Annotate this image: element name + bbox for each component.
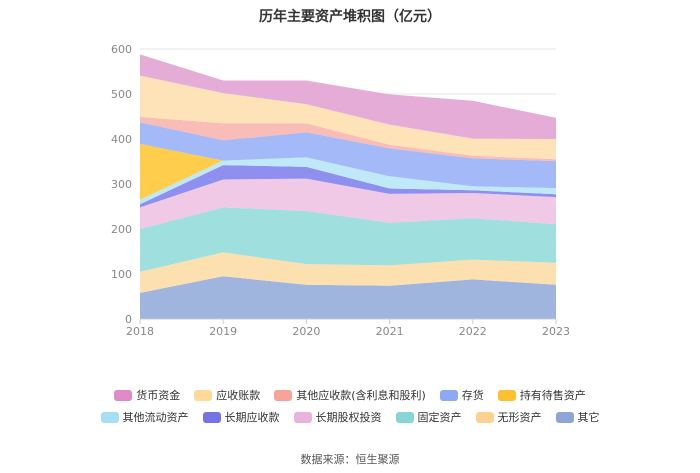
x-tick-label: 2023 <box>542 325 570 338</box>
y-tick-label: 0 <box>125 313 132 326</box>
legend-label: 其它 <box>577 411 600 424</box>
legend-row-2: 其他流动资产 长期应收款 长期股权投资 固定资产 无形资产 其它 <box>0 409 700 425</box>
legend-row-1: 货币资金 应收账款 其他应收款(含利息和股利) 存货 持有待售资产 <box>0 387 700 403</box>
x-tick-label: 2020 <box>292 325 320 338</box>
y-tick-label: 200 <box>111 223 132 236</box>
area-series <box>140 54 556 319</box>
y-tick-label: 400 <box>111 133 132 146</box>
legend-swatch <box>114 389 133 401</box>
legend-item[interactable]: 固定资产 <box>395 409 462 425</box>
stacked-area-chart: 0 100 200 300 400 500 600 2018 2019 2020 2021 2022 2… <box>111 43 570 338</box>
y-tick-label: 500 <box>111 88 132 101</box>
y-tick-label: 300 <box>111 178 132 191</box>
area-1[interactable] <box>140 276 556 319</box>
legend-item[interactable]: 存货 <box>439 387 484 403</box>
legend-item[interactable]: 其它 <box>555 409 600 425</box>
area-2[interactable] <box>140 252 556 293</box>
area-9[interactable] <box>140 116 556 162</box>
data-source: 数据来源：恒生聚源 <box>300 453 400 466</box>
legend-label: 长期股权投资 <box>315 411 382 424</box>
legend-swatch <box>475 411 494 423</box>
area-3[interactable] <box>140 207 556 272</box>
legend-item[interactable]: 其他应收款(含利息和股利) <box>274 387 426 403</box>
legend-item[interactable]: 无形资产 <box>475 409 542 425</box>
x-tick-label: 2021 <box>376 325 404 338</box>
legend-label: 其他应收款(含利息和股利) <box>296 389 426 402</box>
axes: 0 100 200 300 400 500 600 2018 2019 2020 2021 2022 2… <box>111 43 570 338</box>
legend-swatch <box>194 389 213 401</box>
legend-swatch <box>202 411 221 423</box>
area-8[interactable] <box>140 122 556 189</box>
legend-item[interactable]: 长期应收款 <box>202 409 280 425</box>
legend-label: 固定资产 <box>417 411 462 424</box>
legend-item[interactable]: 应收账款 <box>194 387 260 403</box>
area-10[interactable] <box>140 75 556 160</box>
legend-swatch <box>293 411 312 423</box>
legend-label: 其他流动资产 <box>122 411 189 424</box>
legend-label: 持有待售资产 <box>519 389 586 402</box>
legend-swatch <box>395 411 414 423</box>
legend-label: 存货 <box>461 389 484 402</box>
legend-swatch <box>497 389 516 401</box>
legend-label: 货币资金 <box>136 389 181 402</box>
legend-swatch <box>100 411 119 423</box>
x-tick-label: 2022 <box>459 325 487 338</box>
legend-swatch <box>555 411 574 423</box>
chart-title: 历年主要资产堆积图（亿元） <box>259 9 441 25</box>
area-11[interactable] <box>140 54 556 139</box>
legend-label: 无形资产 <box>497 411 542 424</box>
legend-item[interactable]: 持有待售资产 <box>497 387 586 403</box>
legend: 货币资金 应收账款 其他应收款(含利息和股利) 存货 持有待售资产 其他流动资产 长期应收… <box>0 387 700 431</box>
legend-item[interactable]: 其他流动资产 <box>100 409 189 425</box>
legend-label: 长期应收款 <box>224 411 280 424</box>
area-5[interactable] <box>140 165 556 208</box>
legend-item[interactable]: 货币资金 <box>114 387 180 403</box>
y-tick-label: 100 <box>111 268 132 281</box>
x-tick-label: 2019 <box>209 325 237 338</box>
y-tick-label: 600 <box>111 43 132 56</box>
legend-label: 应收账款 <box>216 389 261 402</box>
x-tick-label: 2018 <box>126 325 154 338</box>
legend-item[interactable]: 长期股权投资 <box>293 409 382 425</box>
area-4[interactable] <box>140 178 556 229</box>
legend-swatch <box>274 389 293 401</box>
legend-swatch <box>439 389 458 401</box>
